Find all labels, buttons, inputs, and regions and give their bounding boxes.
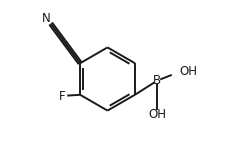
Text: B: B xyxy=(153,74,161,87)
Text: F: F xyxy=(59,90,66,103)
Text: OH: OH xyxy=(179,65,197,78)
Text: OH: OH xyxy=(148,108,166,121)
Text: N: N xyxy=(42,12,51,25)
